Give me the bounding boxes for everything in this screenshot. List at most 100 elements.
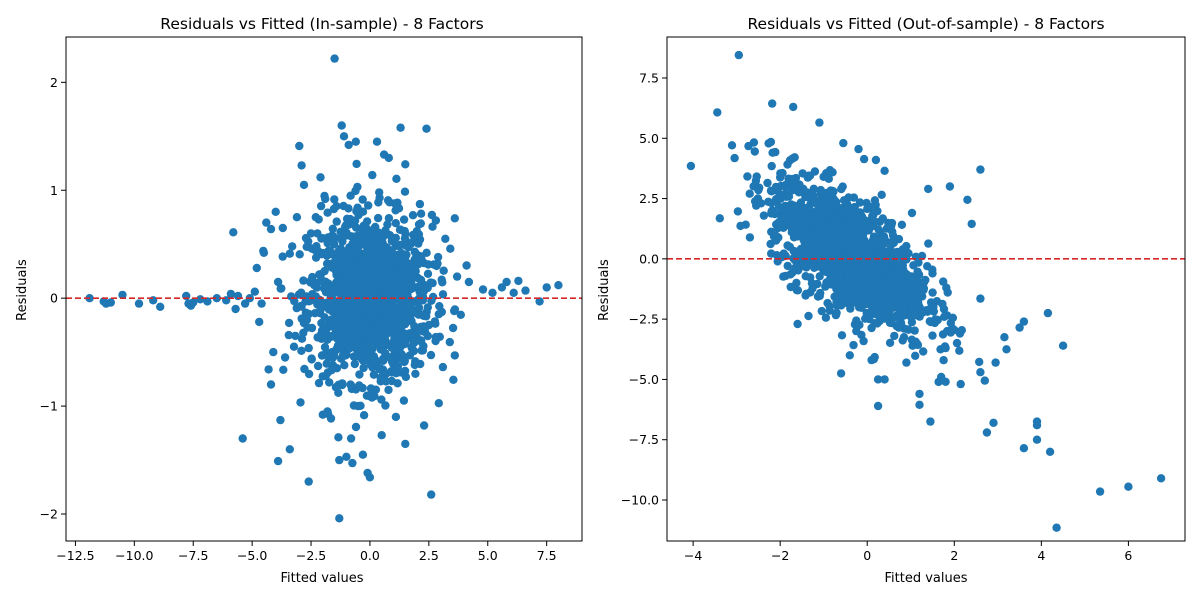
- data-point: [435, 302, 444, 311]
- data-point: [841, 253, 850, 262]
- data-point: [385, 328, 394, 337]
- data-point: [279, 365, 288, 374]
- data-point: [368, 385, 377, 394]
- data-point: [335, 455, 344, 465]
- data-point: [889, 258, 898, 268]
- data-point: [324, 305, 334, 314]
- data-point: [297, 161, 306, 170]
- scatter-points: [85, 54, 563, 523]
- x-tick-label: −10.0: [115, 548, 153, 563]
- data-point: [299, 276, 308, 285]
- data-point: [385, 258, 394, 267]
- data-point: [880, 375, 889, 384]
- data-point: [332, 344, 342, 353]
- data-point: [838, 238, 848, 248]
- data-point: [991, 358, 1000, 367]
- data-point: [416, 337, 426, 346]
- data-point: [353, 339, 362, 348]
- data-point: [887, 238, 896, 247]
- data-point: [424, 260, 433, 269]
- data-point: [840, 263, 850, 272]
- data-point: [360, 285, 369, 294]
- data-point: [975, 357, 984, 367]
- data-point: [371, 278, 380, 287]
- x-tick-label: 0: [863, 548, 871, 563]
- data-point: [535, 297, 544, 306]
- data-point: [816, 288, 825, 298]
- data-point: [802, 289, 811, 298]
- data-point: [367, 230, 377, 239]
- data-point: [763, 178, 772, 188]
- data-point: [380, 335, 390, 344]
- data-point: [369, 370, 379, 379]
- data-point: [890, 270, 900, 280]
- data-point: [743, 172, 752, 181]
- data-point: [273, 277, 283, 287]
- data-point: [745, 189, 754, 198]
- data-point: [815, 118, 824, 127]
- data-point: [868, 271, 877, 281]
- data-point: [401, 259, 411, 269]
- data-point: [835, 276, 844, 285]
- data-point: [907, 282, 916, 291]
- data-point: [369, 305, 379, 314]
- data-point: [855, 198, 865, 207]
- data-point: [913, 267, 922, 276]
- data-point: [301, 308, 311, 317]
- data-point: [335, 298, 344, 308]
- data-point: [278, 252, 287, 261]
- data-point: [956, 379, 965, 389]
- data-point: [779, 249, 788, 258]
- data-point: [887, 221, 896, 231]
- data-point: [414, 303, 424, 312]
- data-point: [846, 304, 855, 313]
- data-point: [1045, 447, 1055, 456]
- data-point: [908, 341, 917, 350]
- data-point: [1124, 482, 1133, 491]
- x-tick-label: 0.0: [360, 548, 380, 563]
- data-point: [351, 312, 361, 321]
- data-point: [326, 414, 336, 423]
- data-point: [863, 204, 872, 214]
- data-point: [427, 490, 436, 499]
- x-tick-label: 5.0: [478, 548, 498, 563]
- chart-out-of-sample: Residuals vs Fitted (Out-of-sample) - 8 …: [597, 15, 1186, 586]
- data-point: [384, 153, 393, 163]
- data-point: [950, 325, 959, 335]
- data-point: [416, 219, 425, 228]
- data-point: [413, 230, 422, 239]
- data-point: [821, 313, 831, 322]
- data-point: [264, 365, 273, 374]
- data-point: [372, 137, 382, 146]
- data-point: [325, 378, 334, 387]
- data-point: [336, 332, 345, 342]
- data-point: [789, 227, 798, 237]
- data-point: [908, 297, 917, 306]
- data-point: [395, 344, 404, 354]
- data-point: [390, 282, 399, 291]
- data-point: [938, 299, 947, 309]
- data-point: [320, 266, 329, 276]
- data-point: [831, 216, 841, 225]
- data-point: [344, 315, 354, 324]
- data-point: [866, 293, 876, 302]
- data-point: [365, 264, 374, 273]
- data-point: [860, 216, 870, 225]
- data-point: [767, 249, 776, 258]
- data-point: [255, 317, 264, 327]
- data-point: [939, 356, 948, 365]
- data-point: [331, 383, 341, 392]
- data-point: [335, 514, 344, 523]
- data-point: [825, 302, 834, 311]
- y-tick-label: 5.0: [639, 131, 659, 146]
- data-point: [295, 141, 304, 151]
- data-point: [313, 361, 323, 371]
- data-point: [400, 226, 409, 236]
- data-point: [881, 265, 890, 274]
- data-point: [805, 171, 815, 180]
- data-point: [792, 278, 801, 288]
- data-point: [438, 278, 447, 287]
- data-point: [450, 214, 459, 223]
- data-point: [285, 249, 294, 258]
- data-point: [888, 294, 897, 303]
